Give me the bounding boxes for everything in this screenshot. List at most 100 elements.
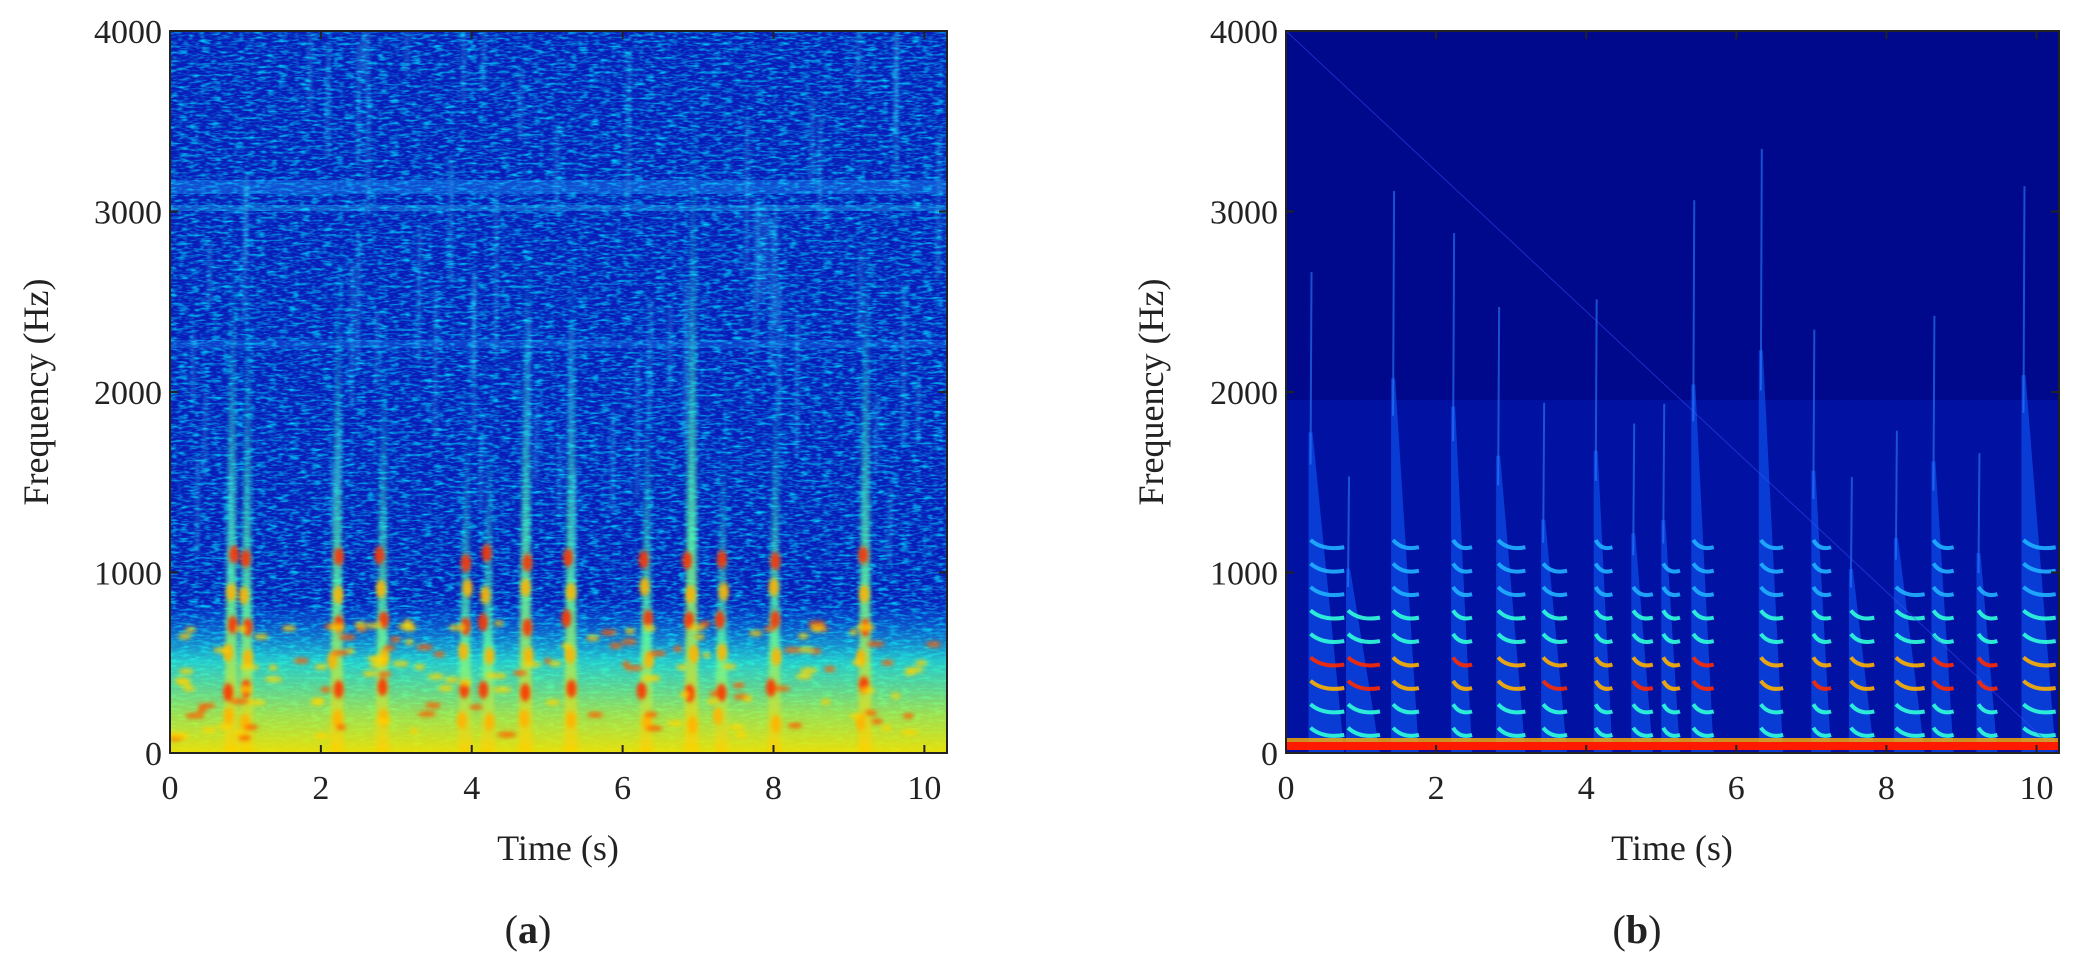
dc-line-b: [1286, 742, 2059, 750]
y-tick-label: 1000: [1210, 556, 1278, 593]
low-band-spot: [414, 663, 426, 670]
streak-mark: [683, 282, 687, 440]
burst-envelope: [2021, 375, 2056, 753]
streak-mark: [916, 379, 920, 444]
harmonic-mark: [1391, 679, 1420, 691]
hot-spot: [478, 613, 489, 632]
x-axis-label-a: Time (s): [497, 828, 619, 868]
low-band-spot: [667, 720, 685, 727]
hot-spot: [327, 651, 338, 670]
x-tick-label: 10: [2019, 770, 2053, 807]
harmonic-mark: [1593, 656, 1614, 668]
hot-spot: [460, 554, 471, 573]
hot-spot: [684, 684, 695, 703]
hot-spot: [228, 545, 239, 564]
hot-spot: [859, 584, 870, 603]
hot-spot: [714, 610, 725, 629]
streak-mark: [462, 31, 466, 103]
hot-spot: [333, 586, 344, 605]
harmonic-mark: [1541, 702, 1568, 715]
streak-mark: [1309, 272, 1313, 465]
burst-mark: [480, 408, 495, 753]
harmonic-mark: [1496, 655, 1526, 668]
low-band-spot: [246, 699, 266, 706]
harmonic-mark: [1593, 609, 1614, 621]
harmonic-mark: [1391, 585, 1420, 598]
streak-mark: [555, 126, 559, 214]
low-band-spot: [182, 685, 196, 692]
harmonic-mark: [1346, 608, 1381, 621]
low-band-spot: [709, 690, 719, 697]
panel-label-b: (b): [1613, 907, 1662, 952]
low-band-spot: [448, 624, 466, 631]
harmonic-mark: [1759, 632, 1784, 644]
harmonic-mark: [1451, 656, 1473, 668]
hot-spot: [768, 578, 779, 597]
harmonic-mark: [2022, 608, 2057, 621]
harmonic-mark: [1849, 632, 1875, 644]
streak-mark: [573, 466, 577, 580]
hot-spot: [378, 708, 389, 727]
harmonic-mark: [1931, 679, 1955, 691]
hot-spot: [717, 643, 728, 662]
x-tick-label: 0: [162, 770, 179, 807]
low-band-spot: [264, 676, 283, 683]
harmonic-mark: [1976, 585, 1998, 598]
hot-spot: [565, 645, 576, 664]
harmonic-mark: [1849, 679, 1875, 691]
hot-spot: [332, 709, 343, 728]
harmonic-mark: [1541, 632, 1568, 644]
harmonic-mark: [1976, 609, 1998, 621]
streak-mark: [818, 115, 822, 222]
x-tick-label: 10: [907, 770, 941, 807]
harmonic-mark: [1391, 562, 1420, 574]
streak-mark: [1347, 476, 1351, 588]
low-band-spot: [925, 641, 942, 648]
streak-mark: [1392, 190, 1396, 416]
low-band-spot: [644, 711, 658, 718]
harmonic-mark: [1309, 655, 1345, 668]
harmonic-mark: [1391, 702, 1420, 715]
harmonic-mark: [1541, 679, 1568, 691]
harmonic-mark: [1593, 679, 1614, 691]
streak-mark: [1812, 329, 1816, 500]
harmonic-mark: [1593, 562, 1614, 574]
low-band-spot: [198, 702, 216, 709]
streak-mark: [405, 31, 409, 75]
low-band-spot: [377, 671, 392, 678]
burst-mark: [858, 192, 873, 753]
low-band-spot: [362, 670, 378, 677]
low-band-spot: [783, 647, 803, 654]
hot-spot: [858, 546, 869, 565]
streak-mark: [331, 462, 335, 529]
harmonic-mark: [1593, 585, 1614, 598]
low-band-spot: [807, 620, 826, 627]
harmonic-mark: [1759, 609, 1784, 621]
low-band-spot: [497, 731, 517, 738]
streak-mark: [362, 31, 365, 75]
low-band-spot: [706, 698, 719, 705]
low-band-spot: [170, 731, 182, 738]
harmonic-mark: [1691, 538, 1715, 551]
hot-spot: [520, 683, 531, 702]
harmonic-mark: [1894, 679, 1926, 691]
low-band-spot: [821, 698, 831, 705]
low-band-spot: [545, 699, 560, 706]
streak-mark: [244, 173, 248, 267]
burst-mark: [458, 397, 473, 753]
low-band-spot: [650, 675, 661, 682]
harmonic-mark: [1849, 702, 1875, 715]
hot-spot: [227, 615, 238, 634]
low-band-spot: [797, 633, 809, 640]
low-band-spot: [216, 723, 233, 730]
low-band-spot: [239, 686, 253, 693]
streak-mark: [350, 262, 354, 410]
low-band-spot: [915, 659, 928, 666]
harmonic-mark: [1811, 538, 1832, 551]
burst-envelope: [1496, 455, 1526, 753]
hot-spot: [376, 580, 387, 599]
low-band-spot: [397, 623, 416, 630]
streak-mark: [203, 391, 207, 477]
harmonic-mark: [1931, 726, 1955, 738]
harmonic-mark: [1931, 609, 1955, 621]
